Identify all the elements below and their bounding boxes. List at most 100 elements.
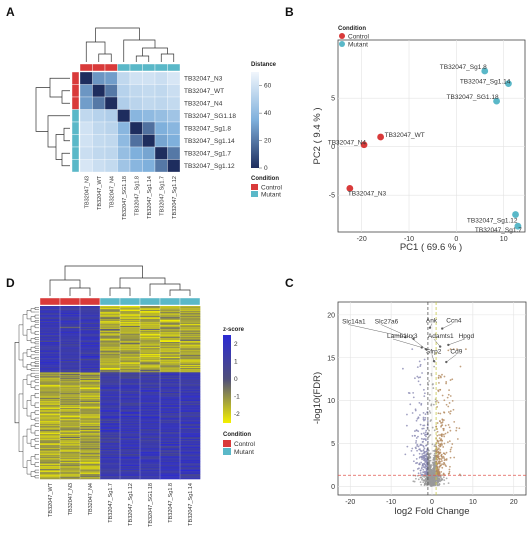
zscore-cell <box>40 430 61 432</box>
zscore-cell <box>120 339 141 341</box>
zscore-cell <box>160 432 181 434</box>
zscore-cell <box>120 458 141 460</box>
zscore-cell <box>180 421 201 423</box>
zscore-cell <box>120 399 141 401</box>
row-dendrogram-branch <box>49 77 70 98</box>
zscore-cell <box>180 393 201 395</box>
zscore-cell <box>160 386 181 388</box>
zscore-cell <box>160 388 181 390</box>
distance-cell <box>142 109 156 123</box>
zscore-cell <box>180 416 201 418</box>
volcano-point <box>439 478 441 481</box>
zscore-cell <box>60 335 81 337</box>
panel-a-row-labels: TB32047_N3TB32047_WTTB32047_N4TB32047_SG… <box>184 75 236 170</box>
distance-cell <box>142 71 156 85</box>
zscore-cell <box>60 363 81 365</box>
zscore-cell <box>140 386 161 388</box>
zscore-cell <box>40 326 61 328</box>
zscore-cell <box>120 398 141 401</box>
zscore-cell <box>80 349 101 351</box>
zscore-cell <box>160 468 181 470</box>
zscore-cell <box>160 347 181 349</box>
zscore-cell <box>80 313 101 315</box>
zscore-cell <box>60 373 81 375</box>
zscore-cell <box>140 394 161 396</box>
zscore-cell <box>100 334 121 336</box>
zscore-cell <box>60 477 81 479</box>
volcano-point <box>430 480 433 483</box>
zscore-cell <box>40 413 61 415</box>
zscore-cell <box>60 446 81 448</box>
zscore-cell <box>40 396 61 398</box>
column-label: TB32047_Sg1.8 <box>168 483 174 523</box>
zscore-cell <box>180 437 201 439</box>
distance-cell <box>79 121 93 135</box>
volcano-x-tick-label: 10 <box>469 499 477 506</box>
zscore-cell <box>120 355 141 357</box>
zscore-cell <box>180 429 201 431</box>
zscore-cell <box>140 337 161 339</box>
zscore-cell <box>160 352 181 354</box>
volcano-y-tick-label: 10 <box>327 398 335 405</box>
zscore-cell <box>40 383 61 385</box>
zscore-cell <box>140 434 161 436</box>
zscore-cell <box>160 466 181 468</box>
column-label: TB32047_Sg1.8 <box>134 176 140 216</box>
zscore-cell <box>60 361 81 363</box>
zscore-cell <box>60 342 81 344</box>
zscore-cell <box>140 329 161 331</box>
zscore-cell <box>60 448 81 450</box>
zscore-cell <box>160 434 181 436</box>
zscore-cell <box>160 321 181 323</box>
zscore-cell <box>80 370 101 372</box>
zscore-cell <box>80 383 101 385</box>
zscore-cell <box>60 360 81 362</box>
zscore-cell <box>100 380 121 382</box>
zscore-cell <box>140 449 161 451</box>
zscore-cell <box>80 398 101 400</box>
zscore-cell <box>180 339 201 341</box>
zscore-cell <box>40 474 61 476</box>
zscore-cell <box>80 392 101 394</box>
volcano-point <box>421 441 424 443</box>
volcano-point <box>420 444 423 447</box>
zscore-cell <box>60 324 81 326</box>
row-label: TB32047_Sg1.12 <box>184 163 235 170</box>
zscore-cell <box>180 318 201 320</box>
zscore-cell <box>140 420 161 422</box>
zscore-cell <box>180 461 201 463</box>
zscore-cell <box>60 414 81 416</box>
zscore-cell <box>80 329 101 331</box>
pca-x-tick-label: -10 <box>404 236 414 243</box>
column-dendrogram-branch <box>95 27 140 42</box>
column-label: TB32047_WT <box>97 175 103 210</box>
zscore-cell <box>60 341 81 343</box>
zscore-cell <box>80 422 101 424</box>
row-dendrogram-branch <box>22 435 27 468</box>
zscore-cell <box>40 406 61 408</box>
zscore-cell <box>120 445 141 447</box>
zscore-cell <box>60 331 81 333</box>
zscore-cell <box>80 335 101 337</box>
zscore-cell <box>160 320 181 322</box>
zscore-cell <box>100 474 121 476</box>
zscore-cell <box>40 314 61 316</box>
panel-d-condition-legend: Condition Control Mutant <box>223 432 256 456</box>
volcano-point <box>456 348 458 351</box>
zscore-cell <box>100 345 121 347</box>
zscore-cell <box>100 417 121 419</box>
zscore-cell <box>120 370 141 372</box>
zscore-cell <box>80 419 101 421</box>
distance-cell <box>142 146 156 160</box>
zscore-cell <box>120 332 141 334</box>
row-dendrogram-branch <box>34 331 39 335</box>
zscore-cell <box>160 410 181 412</box>
zscore-cell <box>120 355 141 357</box>
zscore-cell <box>80 321 101 323</box>
zscore-cell <box>40 405 61 407</box>
volcano-point <box>464 348 467 351</box>
distance-cell <box>92 146 106 160</box>
zscore-cell <box>60 365 81 367</box>
zscore-cell <box>40 454 61 456</box>
zscore-cell <box>100 397 121 399</box>
